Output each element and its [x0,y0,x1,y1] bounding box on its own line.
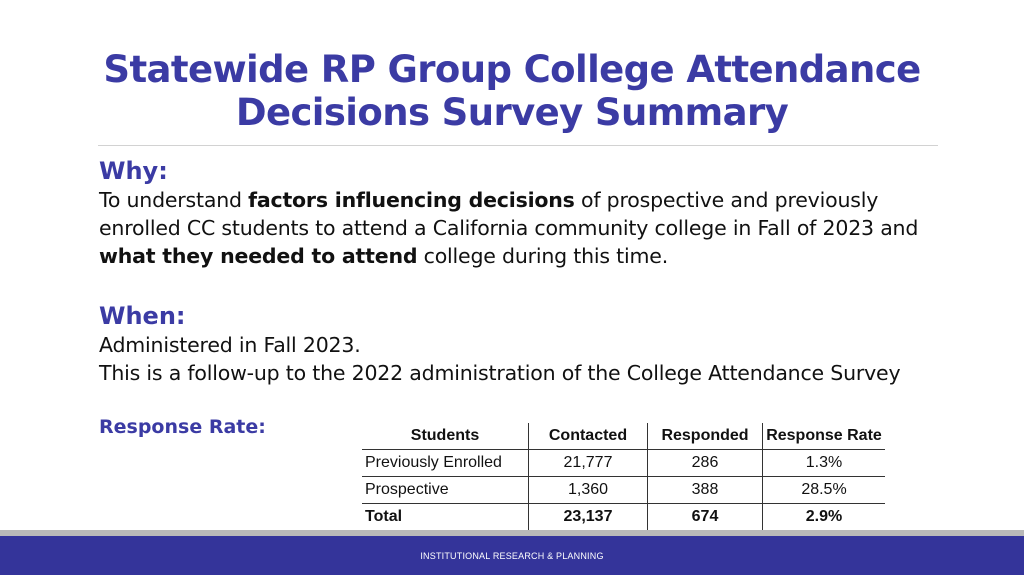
header-contacted: Contacted [528,423,648,450]
row-contacted: 21,777 [528,449,648,477]
footer-band: INSTITUTIONAL RESEARCH & PLANNING [0,536,1024,575]
row-students: Prospective [362,476,529,504]
when-paragraph: Administered in Fall 2023. This is a foll… [99,331,959,387]
row-contacted: 23,137 [528,503,648,530]
table-row: Prospective 1,360 388 28.5% [362,476,885,504]
why-text-1: To understand [99,188,249,212]
row-response-rate: 1.3% [762,449,885,477]
row-responded: 286 [647,449,763,477]
header-response-rate: Response Rate [762,423,885,450]
slide-title: Statewide RP Group College Attendance De… [60,48,964,134]
slide-title-line-1: Statewide RP Group College Attendance [103,48,921,91]
footer-text: INSTITUTIONAL RESEARCH & PLANNING [420,550,604,561]
response-rate-table: Students Contacted Responded Response Ra… [362,423,885,530]
why-bold-2: what they needed to attend [99,244,418,268]
header-students: Students [362,423,529,450]
table-header-row: Students Contacted Responded Response Ra… [362,423,885,450]
table-row: Previously Enrolled 21,777 286 1.3% [362,449,885,477]
when-heading: When: [99,302,186,330]
why-bold-1: factors influencing decisions [248,188,575,212]
footer-stripe [0,530,1024,536]
row-responded: 388 [647,476,763,504]
why-text-2: of prospective and previously enrolled C… [99,188,919,240]
response-rate-heading: Response Rate: [99,416,266,438]
table-row-total: Total 23,137 674 2.9% [362,503,885,530]
row-contacted: 1,360 [528,476,648,504]
when-line-2: This is a follow-up to the 2022 administ… [99,361,901,385]
why-text-3: college during this time. [417,244,669,268]
row-students: Total [365,508,403,525]
row-response-rate: 2.9% [762,503,885,530]
why-paragraph: To understand factors influencing decisi… [99,186,959,270]
why-heading: Why: [99,157,168,185]
when-line-1: Administered in Fall 2023. [99,333,361,357]
header-responded: Responded [647,423,763,450]
row-students: Previously Enrolled [362,449,529,477]
slide-title-line-2: Decisions Survey Summary [235,91,789,134]
title-divider [98,145,938,146]
row-response-rate: 28.5% [762,476,885,504]
row-responded: 674 [647,503,763,530]
